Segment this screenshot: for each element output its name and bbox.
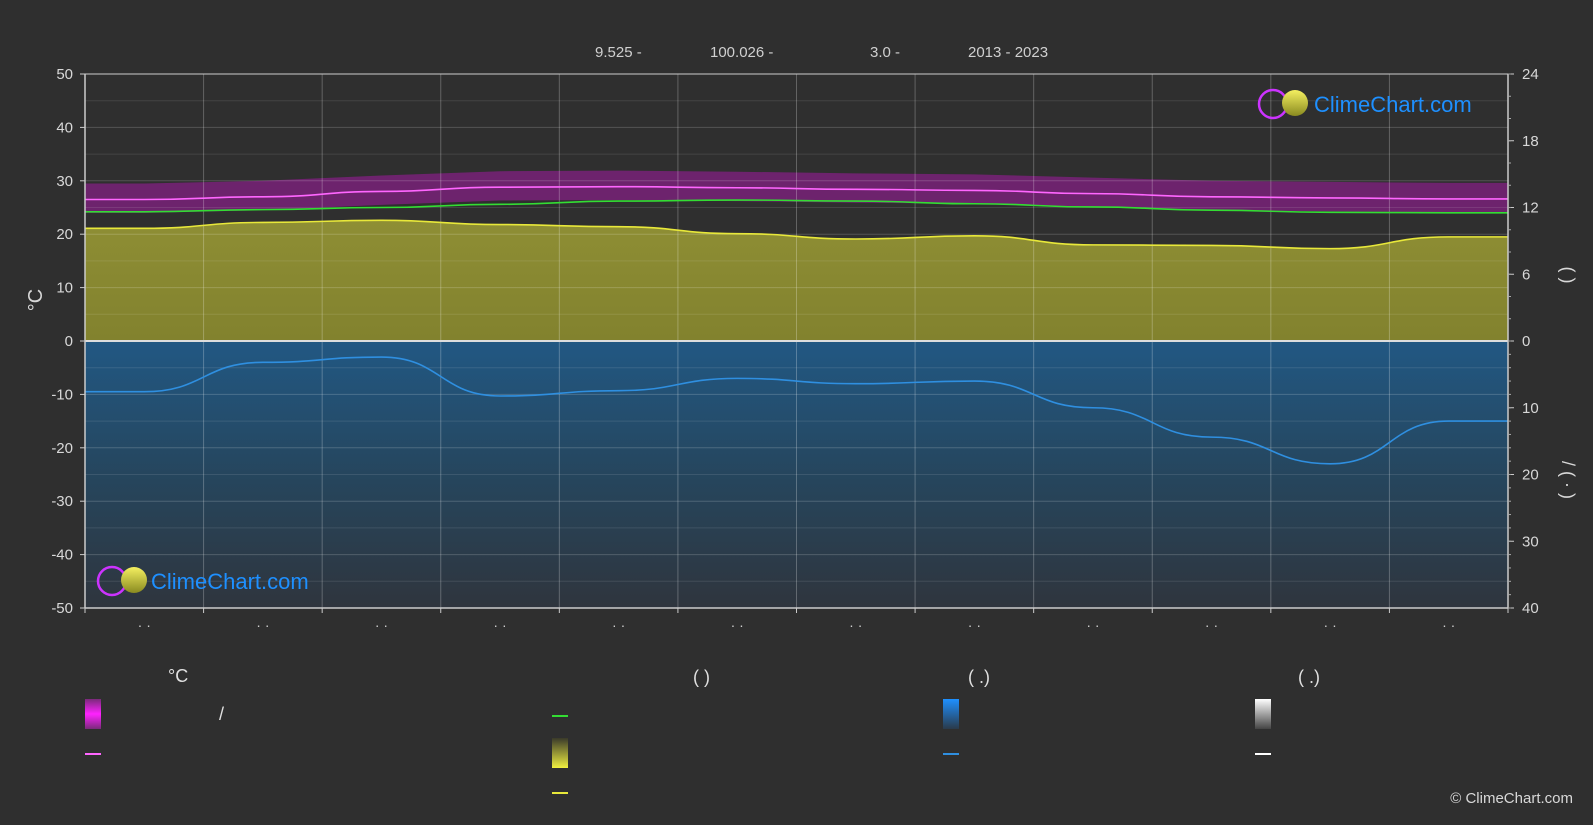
header-elevation: 3.0 -: [870, 44, 900, 61]
y-tick-label-right-top: 24: [1522, 66, 1539, 83]
y-tick-label-right-bottom: 30: [1522, 533, 1539, 550]
temp-range-band: [85, 170, 1508, 213]
y-tick-label-left: 40: [56, 119, 73, 136]
x-tick-label: · ·: [849, 617, 862, 633]
y-tick-label-left: -50: [51, 600, 73, 617]
y-tick-label-left: 20: [56, 226, 73, 243]
x-tick-label: · ·: [256, 617, 269, 633]
y-tick-label-left: -10: [51, 386, 73, 403]
legend-col1-heading: °C: [168, 666, 188, 686]
climechart-logo-top: ClimeChart.com: [1257, 88, 1472, 120]
x-tick-label: · ·: [1324, 617, 1337, 633]
legend-col2-heading: ( ): [693, 667, 710, 687]
y-tick-label-right-top: 12: [1522, 200, 1539, 217]
legend-temp-range-swatch: [85, 699, 101, 729]
logo-sun-icon: [121, 567, 147, 593]
x-tick-label: · ·: [138, 617, 151, 633]
temperature-mean-line: [84, 185, 1508, 201]
x-tick-label: · ·: [375, 617, 388, 633]
copyright: © ClimeChart.com: [1450, 790, 1573, 807]
y-tick-label-left: 10: [56, 280, 73, 297]
axes: 50 40 30 20 10 0 -10 -20 -30 -40 -50 °C 24 18 12 6 0 10 20…: [25, 66, 1578, 633]
y-tick-label-left: 50: [56, 66, 73, 83]
legend: °C / ( ) ( .) ( .): [85, 666, 1320, 794]
legend-col4-heading: ( .): [1298, 667, 1320, 687]
y-tick-label-left: 0: [65, 333, 73, 350]
y-axis-label-right-top: ( ): [1558, 267, 1578, 284]
x-tick-label: · ·: [968, 617, 981, 633]
logo-text-top: ClimeChart.com: [1314, 92, 1472, 117]
y-tick-label-left: 30: [56, 173, 73, 190]
y-axis-label-left: °C: [25, 289, 47, 311]
climechart-logo-bottom: ClimeChart.com: [96, 565, 309, 597]
x-tick-label: · ·: [731, 617, 744, 633]
legend-precip-swatch: [943, 699, 959, 729]
legend-col1-row1-text: /: [219, 704, 224, 724]
y-tick-label-right-bottom: 10: [1522, 400, 1539, 417]
sunshine-area: [85, 220, 1508, 341]
logo-sun-icon: [1282, 90, 1308, 116]
x-tick-label: · ·: [1205, 617, 1218, 633]
header-longitude: 100.026 -: [710, 44, 773, 61]
logo-text-bottom: ClimeChart.com: [151, 569, 309, 594]
y-tick-label-left: -40: [51, 547, 73, 564]
legend-col3-heading: ( .): [968, 667, 990, 687]
x-tick-label: · ·: [1442, 617, 1455, 633]
precipitation-line: [84, 356, 1508, 465]
y-tick-label-left: -30: [51, 493, 73, 510]
y-tick-label-right-top: 0: [1522, 333, 1530, 350]
x-tick-label: · ·: [612, 617, 625, 633]
header-latitude: 9.525 -: [595, 44, 642, 61]
y-tick-label-right-top: 6: [1522, 266, 1530, 283]
x-tick-label: · ·: [1086, 617, 1099, 633]
legend-snow-swatch: [1255, 699, 1271, 729]
header-years: 2013 - 2023: [968, 44, 1048, 61]
daylight-line: [85, 199, 1508, 214]
y-tick-label-left: -20: [51, 440, 73, 457]
legend-sunshine-swatch: [552, 738, 568, 768]
precipitation-area: [85, 341, 1508, 608]
y-tick-label-right-bottom: 40: [1522, 600, 1539, 617]
sunshine-line: [85, 219, 1508, 250]
y-tick-label-right-bottom: 20: [1522, 467, 1539, 484]
y-tick-label-right-top: 18: [1522, 133, 1539, 150]
y-axis-label-right-bottom: / ( · ): [1558, 461, 1578, 499]
x-tick-label: · ·: [493, 617, 506, 633]
plot-area: [84, 73, 1509, 609]
